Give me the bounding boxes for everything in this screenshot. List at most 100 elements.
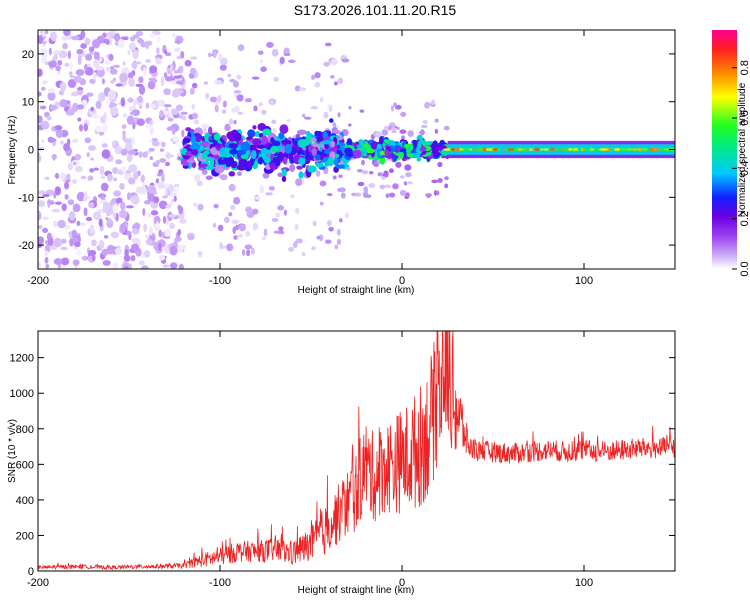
spectrogram-blob [330, 74, 335, 79]
spectrogram-blob [318, 132, 324, 141]
spectrogram-blob [392, 183, 399, 190]
spectrogram-blob [288, 153, 294, 161]
spectrogram-blob [41, 139, 45, 144]
spectrogram-blob [379, 172, 383, 177]
spectrogram-blob [144, 200, 151, 205]
snr-x-tick-label: -100 [209, 577, 231, 589]
spectrogram-blob [69, 75, 75, 79]
spectrogram-blob [129, 111, 137, 116]
spectrogram-blob [433, 144, 443, 151]
spectrogram-blob [225, 162, 232, 168]
spectrogram-blob [244, 97, 253, 103]
spectrogram-blob [219, 173, 228, 181]
spectrogram-blob [38, 36, 43, 44]
spectrogram-blob [195, 134, 202, 143]
spectrogram-blob [74, 153, 82, 161]
spectrogram-blob [197, 203, 204, 211]
spectrogram-blob [231, 219, 240, 225]
spectrogram-blob [67, 162, 74, 171]
spectrogram-blob [620, 148, 628, 151]
spectrogram-blob [485, 148, 494, 151]
spectrogram-blob [41, 40, 47, 45]
spectrogram-blob [40, 57, 47, 64]
spectrogram-blob [295, 238, 303, 244]
spectrogram-blob [150, 210, 159, 216]
spectrogram-blob [38, 200, 46, 207]
spectrogram-blob [504, 148, 509, 151]
spectrogram-blob [155, 57, 162, 65]
spectrogram-blob [149, 32, 155, 38]
spectrogram-blob [159, 148, 165, 152]
spectrogram-blob [152, 196, 160, 204]
spectrogram-blob [144, 234, 150, 239]
spectrogram-blob [156, 36, 161, 43]
spectrogram-blob [160, 172, 165, 183]
spectrogram-blob [127, 150, 137, 155]
spectrogram-blob [162, 264, 170, 268]
spectrogram-blob [399, 189, 407, 196]
spectrogram-blob [384, 149, 390, 156]
colorbar-gradient [712, 30, 737, 269]
spectrogram-blob [233, 196, 241, 205]
spectrogram-blob [332, 122, 337, 128]
spectrogram-blob [328, 147, 338, 152]
spectrogram-blob [40, 48, 46, 52]
spectrogram-blob [95, 125, 102, 133]
spectrogram-y-tick-label: 0 [28, 145, 34, 157]
spectrogram-blob [366, 148, 375, 154]
spectrogram-blob [45, 264, 50, 269]
spectrogram-blob [54, 186, 62, 196]
spectrogram-blob [75, 69, 85, 76]
snr-y-tick-label: 600 [16, 459, 34, 471]
spectrogram-blob [52, 220, 58, 228]
spectrogram-blob [137, 95, 143, 103]
spectrogram-blob [217, 95, 222, 103]
spectrogram-blob [72, 259, 80, 266]
spectrogram-blob [124, 138, 132, 144]
spectrogram-blob [170, 108, 179, 116]
spectrogram-blob [103, 112, 107, 122]
spectrogram-blob [252, 222, 259, 231]
spectrogram-blob [64, 194, 69, 200]
spectrogram-blob [191, 142, 201, 152]
spectrogram-blob [356, 168, 363, 173]
spectrogram-blob [226, 243, 234, 252]
snr-x-tick-label: 100 [575, 577, 593, 589]
spectrogram-blob [311, 74, 316, 80]
spectrogram-blob [296, 165, 303, 170]
snr-y-tick-label: 0 [28, 566, 34, 578]
spectrogram-blob [119, 222, 127, 233]
spectrogram-blob [323, 111, 329, 119]
spectrogram-blob [361, 143, 371, 148]
snr-x-tick-label: 0 [399, 577, 405, 589]
spectrogram-blob [507, 148, 515, 151]
spectrogram-blob [250, 247, 255, 255]
spectrogram-blob [251, 208, 259, 215]
spectrogram-blob [39, 105, 47, 110]
spectrogram-blob [356, 144, 364, 149]
spectrogram-blob [157, 173, 162, 177]
spectrogram-blob [130, 255, 136, 262]
spectrogram-blob [275, 212, 281, 218]
spectrogram-blob [252, 125, 257, 130]
spectrogram-blob [232, 80, 240, 88]
spectrogram-blob [307, 165, 317, 173]
spectrogram-blob [169, 222, 175, 230]
spectrogram-blob [268, 186, 276, 191]
spectrogram-blob [228, 149, 239, 155]
spectrogram-blob [614, 148, 620, 151]
spectrogram-blob [665, 148, 671, 151]
spectrogram-blob [50, 138, 57, 142]
spectrogram-blob [269, 99, 275, 105]
spectrogram-blob [319, 180, 327, 187]
spectrogram-blob [355, 192, 362, 197]
spectrogram-blob [169, 245, 178, 256]
spectrogram-blob [180, 111, 188, 115]
spectrogram-blob [553, 148, 563, 151]
spectrogram-blob [173, 195, 177, 202]
spectrogram-blob [261, 236, 266, 241]
spectrogram-blob [248, 144, 256, 150]
spectrogram-blob [492, 148, 499, 151]
spectrogram-blob [126, 153, 133, 163]
spectrogram-blob [288, 246, 295, 252]
